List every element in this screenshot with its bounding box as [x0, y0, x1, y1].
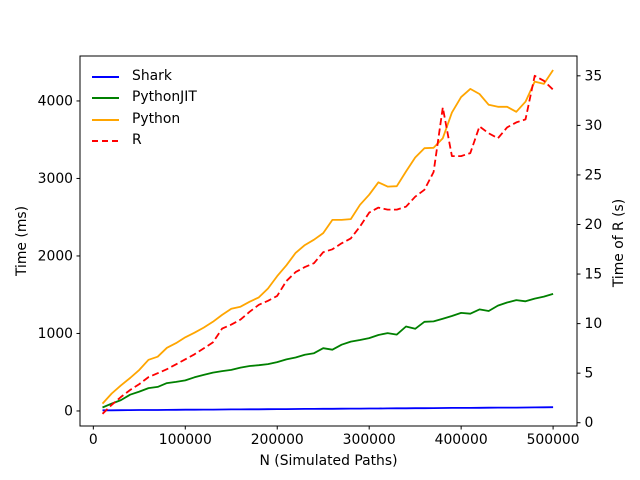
x-tick-label: 400000: [435, 432, 488, 448]
legend-line-shark: [92, 75, 119, 78]
x-tick-label: 100000: [159, 432, 212, 448]
series-line-r: [101, 74, 554, 415]
legend-label-pythonjit: PythonJIT: [132, 89, 197, 106]
y-right-tick-label: 35: [585, 68, 603, 84]
plot-border: [79, 55, 578, 427]
legend-label-r: R: [132, 132, 142, 149]
legend-line-r: [92, 140, 119, 143]
x-tick-label: 200000: [251, 432, 304, 448]
y-left-tick-label: 2000: [38, 248, 73, 264]
y-right-tick-label: 20: [585, 217, 603, 233]
y-right-tick-label: 10: [585, 316, 603, 332]
y-right-tick-label: 15: [585, 267, 603, 283]
y-right-tick-label: 5: [585, 366, 594, 382]
y-left-tick-label: 3000: [38, 171, 73, 187]
y-right-tick-label: 25: [585, 167, 603, 183]
legend-line-python: [92, 118, 119, 121]
x-axis-label: N (Simulated Paths): [259, 453, 398, 469]
series-line-python: [101, 69, 554, 405]
legend-label-shark: Shark: [132, 67, 172, 84]
y-axis-left-label: Time (ms): [14, 205, 31, 277]
legend-label-python: Python: [132, 110, 181, 127]
y-left-tick-label: 1000: [38, 326, 73, 342]
y-right-tick-label: 0: [585, 415, 594, 431]
y-right-tick-label: 30: [585, 118, 603, 134]
legend-item-python: Python: [92, 109, 197, 131]
x-tick-label: 0: [89, 432, 98, 448]
legend-item-r: R: [92, 131, 197, 153]
legend-line-pythonjit: [92, 97, 119, 100]
legend-item-pythonjit: PythonJIT: [92, 88, 197, 110]
series-line-shark: [102, 406, 554, 412]
y-left-tick-label: 4000: [38, 93, 73, 109]
legend: Shark PythonJIT Python R: [92, 66, 197, 152]
x-tick-label: 300000: [343, 432, 396, 448]
y-left-tick-label: 0: [64, 403, 73, 419]
y-axis-right-label: Time of R (s): [611, 198, 628, 288]
series-line-pythonjit: [102, 293, 554, 409]
x-tick-label: 500000: [527, 432, 580, 448]
legend-item-shark: Shark: [92, 66, 197, 88]
